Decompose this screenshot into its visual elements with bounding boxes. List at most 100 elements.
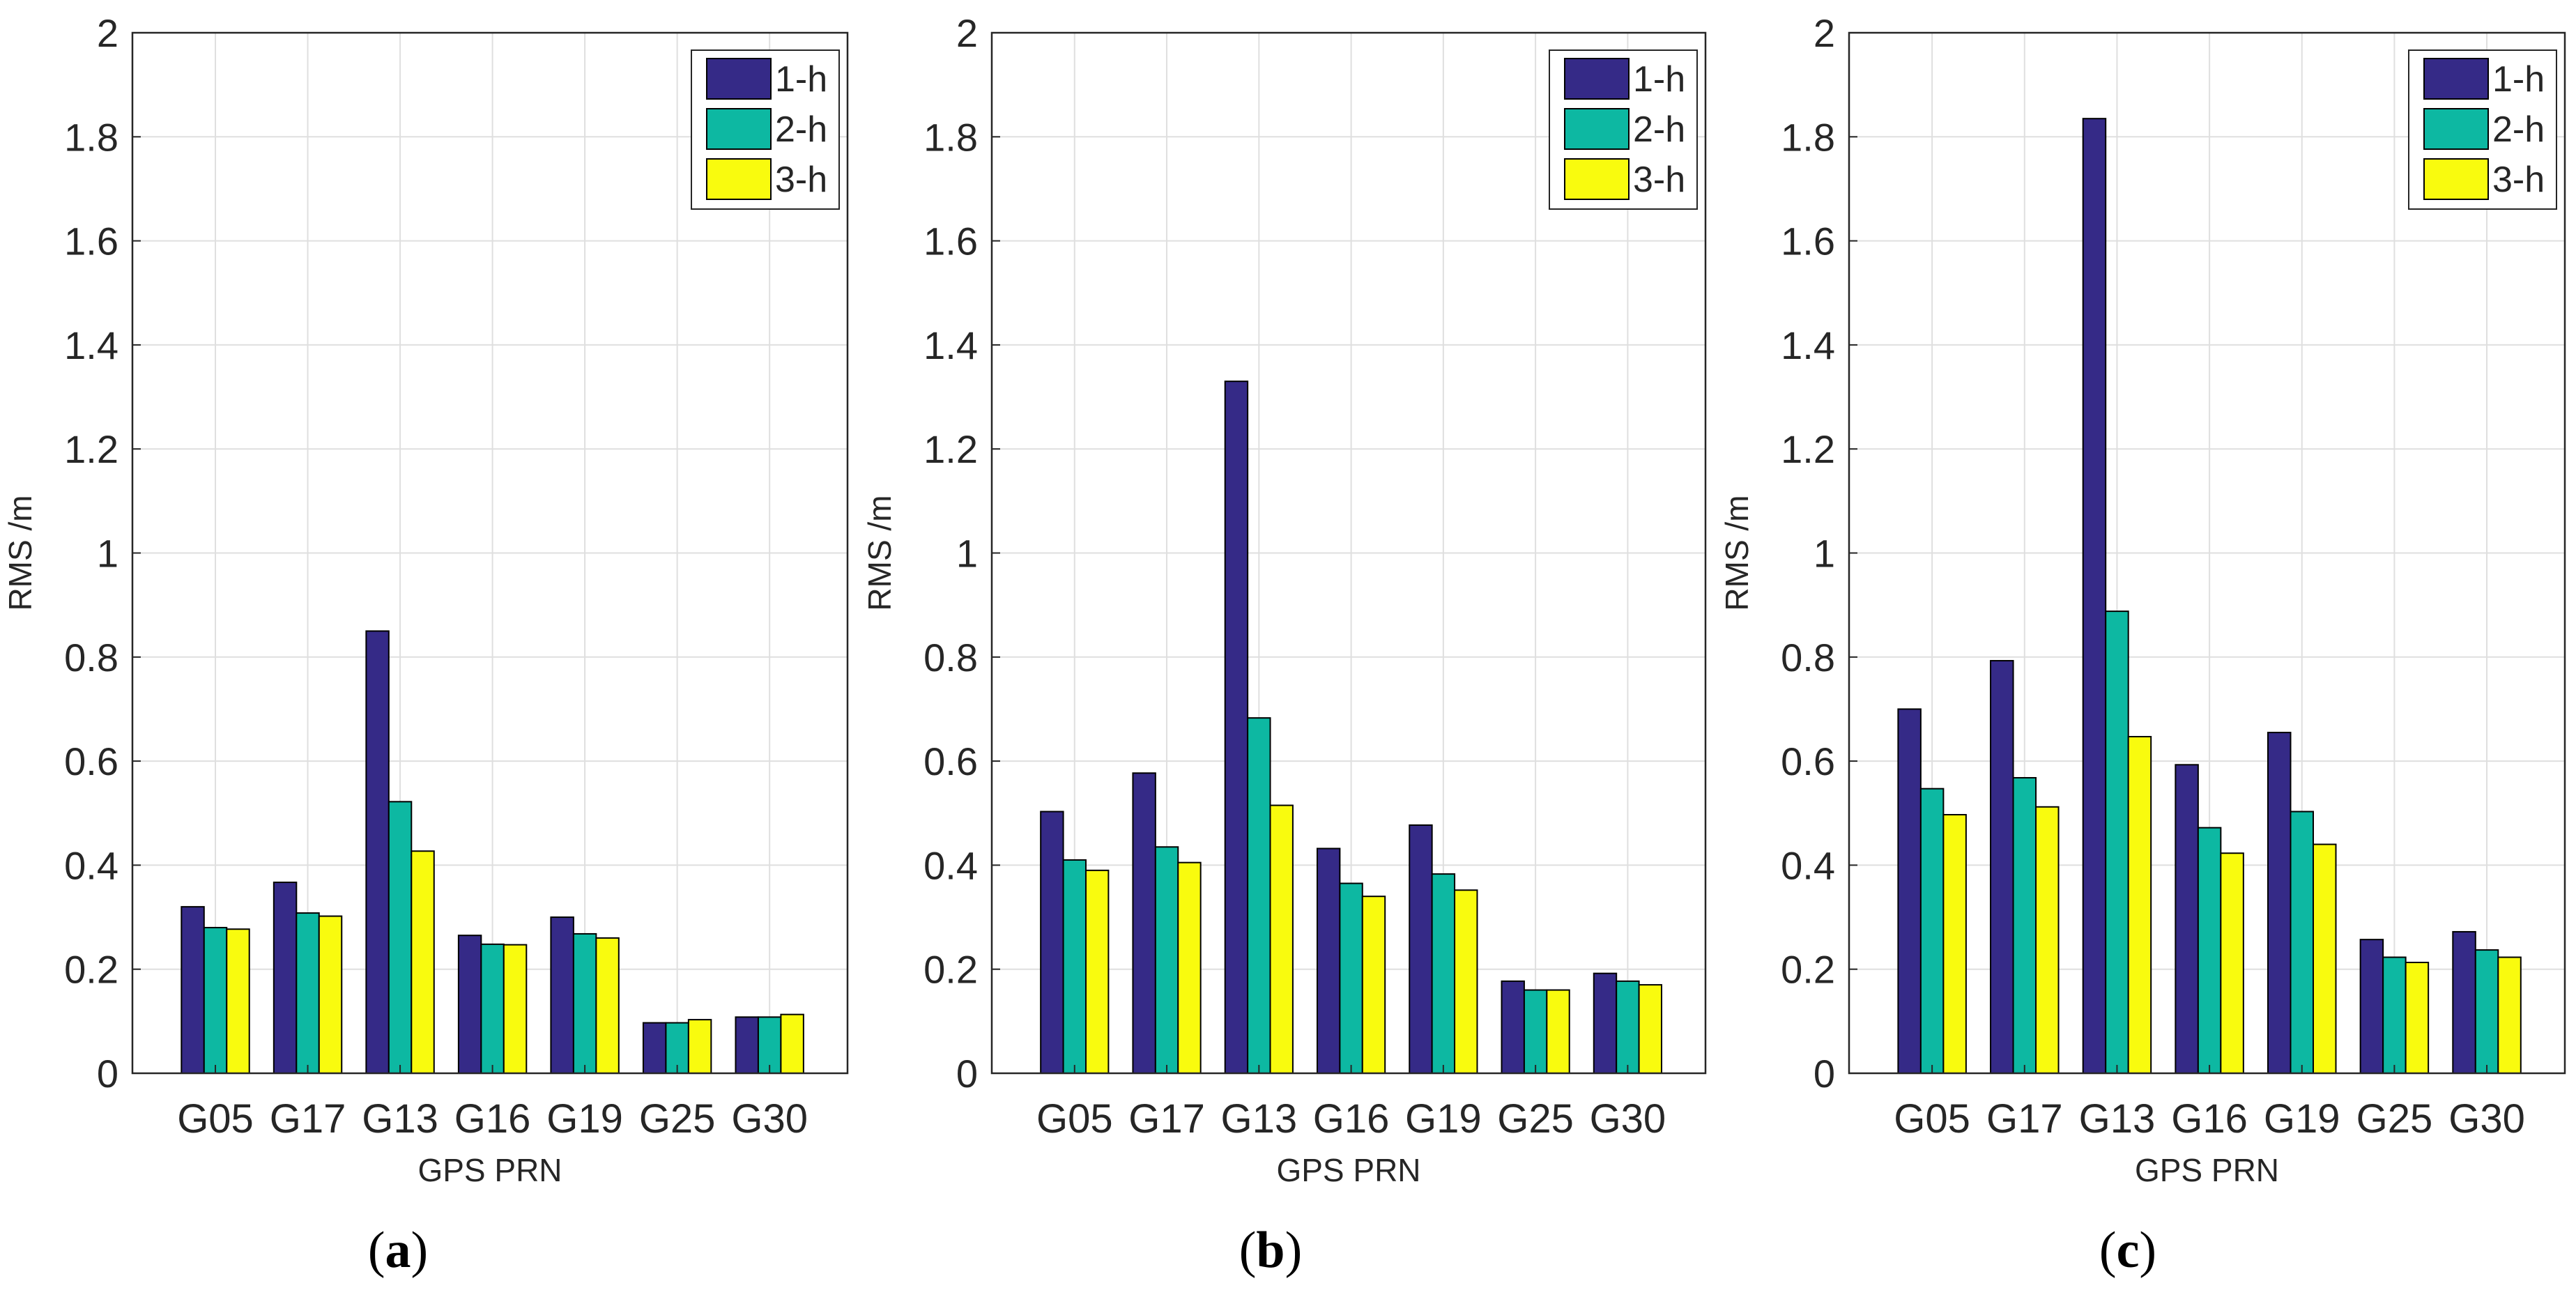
- chart-c: 0 0.2 0.4 0.6 0.8 1 1.2 1.4 1.6 1.8 2 G05 G17 G13 G16 G…: [1719, 11, 2566, 1188]
- y-tick-label: 1.6: [923, 220, 978, 263]
- bar-1-h-G30: [735, 1016, 759, 1075]
- x-tick-label: G13: [1220, 1096, 1297, 1142]
- bar-1-h-G17: [1990, 660, 2014, 1074]
- bar-1-h-G13: [2082, 118, 2107, 1075]
- legend-label-1-h: 1-h: [775, 59, 827, 100]
- bar-1-h-G05: [181, 906, 205, 1074]
- bar-2-h-G30: [2474, 949, 2499, 1074]
- x-tick-label: G30: [2448, 1096, 2525, 1142]
- y-tick-label: 1.8: [64, 115, 118, 159]
- panel-label-c: (c): [2099, 1222, 2156, 1279]
- x-tick-label: G13: [2079, 1096, 2156, 1142]
- bar-1-h-G19: [1409, 824, 1433, 1075]
- y-tick-label: 0.6: [64, 739, 118, 783]
- legend-label-2-h: 2-h: [1633, 109, 1685, 150]
- x-tick-label: G19: [2264, 1096, 2340, 1142]
- axes-box: [990, 31, 1707, 1075]
- legend-swatch-3-h: [1564, 158, 1630, 200]
- y-tick-label: 0.2: [1781, 948, 1835, 992]
- x-tick-label: G25: [1497, 1096, 1574, 1142]
- y-tick-label: 1.6: [64, 220, 118, 263]
- y-tick-label: 1: [97, 532, 118, 576]
- y-tick-label: 0: [1814, 1052, 1835, 1096]
- x-tick-label: G30: [731, 1096, 808, 1142]
- x-tick-label: G17: [270, 1096, 346, 1142]
- y-tick-label: 2: [1814, 11, 1835, 55]
- bar-2-h-G19: [1431, 873, 1456, 1074]
- bar-2-h-G30: [757, 1016, 782, 1075]
- x-axis-label: GPS PRN: [417, 1152, 562, 1188]
- bar-3-h-G25: [1546, 989, 1570, 1075]
- bar-3-h-G25: [687, 1019, 712, 1074]
- y-tick-label: 0: [97, 1052, 118, 1096]
- y-tick-label: 1: [1814, 532, 1835, 576]
- chart-a: 0 0.2 0.4 0.6 0.8 1 1.2 1.4 1.6 1.8 2 G05 G17 G13 G16 G…: [2, 11, 849, 1188]
- legend-swatch-3-h: [706, 158, 772, 200]
- panel-label-b: (b): [1239, 1222, 1302, 1279]
- bar-1-h-G25: [642, 1022, 667, 1074]
- bar-1-h-G17: [273, 882, 298, 1075]
- x-tick-label: G05: [1036, 1096, 1113, 1142]
- bar-2-h-G16: [480, 943, 505, 1075]
- bar-1-h-G05: [1040, 811, 1064, 1074]
- y-tick-label: 0.4: [64, 843, 118, 887]
- legend-label-1-h: 1-h: [1633, 59, 1685, 100]
- y-tick-label: 0.2: [64, 948, 118, 992]
- bar-2-h-G13: [1247, 717, 1271, 1074]
- bar-3-h-G30: [780, 1013, 804, 1075]
- bar-3-h-G17: [2035, 806, 2060, 1074]
- y-tick-label: 0: [956, 1052, 978, 1096]
- bar-2-h-G05: [1062, 859, 1087, 1075]
- bar-2-h-G05: [203, 926, 228, 1074]
- y-tick-label: 0.8: [923, 636, 978, 679]
- legend-label-2-h: 2-h: [775, 109, 827, 150]
- bar-3-h-G25: [2405, 961, 2430, 1074]
- bar-3-h-G05: [226, 928, 250, 1074]
- x-tick-label: G05: [177, 1096, 254, 1142]
- legend-label-1-h: 1-h: [2492, 59, 2545, 100]
- axes-box: [1848, 31, 2566, 1075]
- bar-1-h-G25: [2359, 939, 2384, 1075]
- bar-3-h-G05: [1942, 813, 1967, 1074]
- panel-label-a: (a): [368, 1222, 428, 1279]
- bar-2-h-G17: [1154, 846, 1179, 1074]
- legend: 1-h 2-h 3-h: [691, 49, 840, 210]
- legend-swatch-3-h: [2423, 158, 2489, 200]
- y-tick-label: 1: [956, 532, 978, 576]
- bar-2-h-G19: [2290, 811, 2314, 1074]
- y-tick-label: 2: [97, 11, 118, 55]
- bar-1-h-G13: [1224, 381, 1249, 1074]
- y-tick-label: 2: [956, 11, 978, 55]
- y-tick-label: 1.2: [923, 427, 978, 471]
- x-tick-label: G25: [2356, 1096, 2433, 1142]
- bar-1-h-G16: [457, 935, 482, 1074]
- x-tick-label: G17: [1986, 1096, 2063, 1142]
- y-tick-label: 1.4: [64, 323, 118, 367]
- legend: 1-h 2-h 3-h: [1549, 49, 1698, 210]
- bar-1-h-G17: [1132, 772, 1156, 1075]
- x-axis-label: GPS PRN: [1276, 1152, 1420, 1188]
- y-tick-label: 0.4: [1781, 843, 1835, 887]
- x-tick-label: G13: [362, 1096, 438, 1142]
- y-tick-label: 0.8: [1781, 636, 1835, 679]
- bar-2-h-G13: [2105, 611, 2129, 1074]
- x-tick-label: G16: [454, 1096, 531, 1142]
- y-tick-label: 1.2: [64, 427, 118, 471]
- x-tick-label: G17: [1128, 1096, 1205, 1142]
- y-axis-label: RMS /m: [2, 495, 38, 611]
- y-tick-label: 1.4: [923, 323, 978, 367]
- bar-1-h-G30: [1593, 972, 1618, 1074]
- legend-swatch-1-h: [706, 58, 772, 100]
- x-tick-label: G16: [2171, 1096, 2248, 1142]
- bar-1-h-G25: [1501, 980, 1525, 1074]
- legend-swatch-1-h: [1564, 58, 1630, 100]
- bar-3-h-G19: [1454, 889, 1478, 1075]
- bar-2-h-G30: [1616, 980, 1640, 1074]
- x-tick-label: G16: [1313, 1096, 1390, 1142]
- bar-2-h-G13: [388, 801, 413, 1075]
- y-tick-label: 1.2: [1781, 427, 1835, 471]
- legend-swatch-2-h: [2423, 108, 2489, 150]
- y-axis-label: RMS /m: [1719, 495, 1755, 611]
- bar-3-h-G19: [2312, 843, 2337, 1075]
- legend-swatch-2-h: [1564, 108, 1630, 150]
